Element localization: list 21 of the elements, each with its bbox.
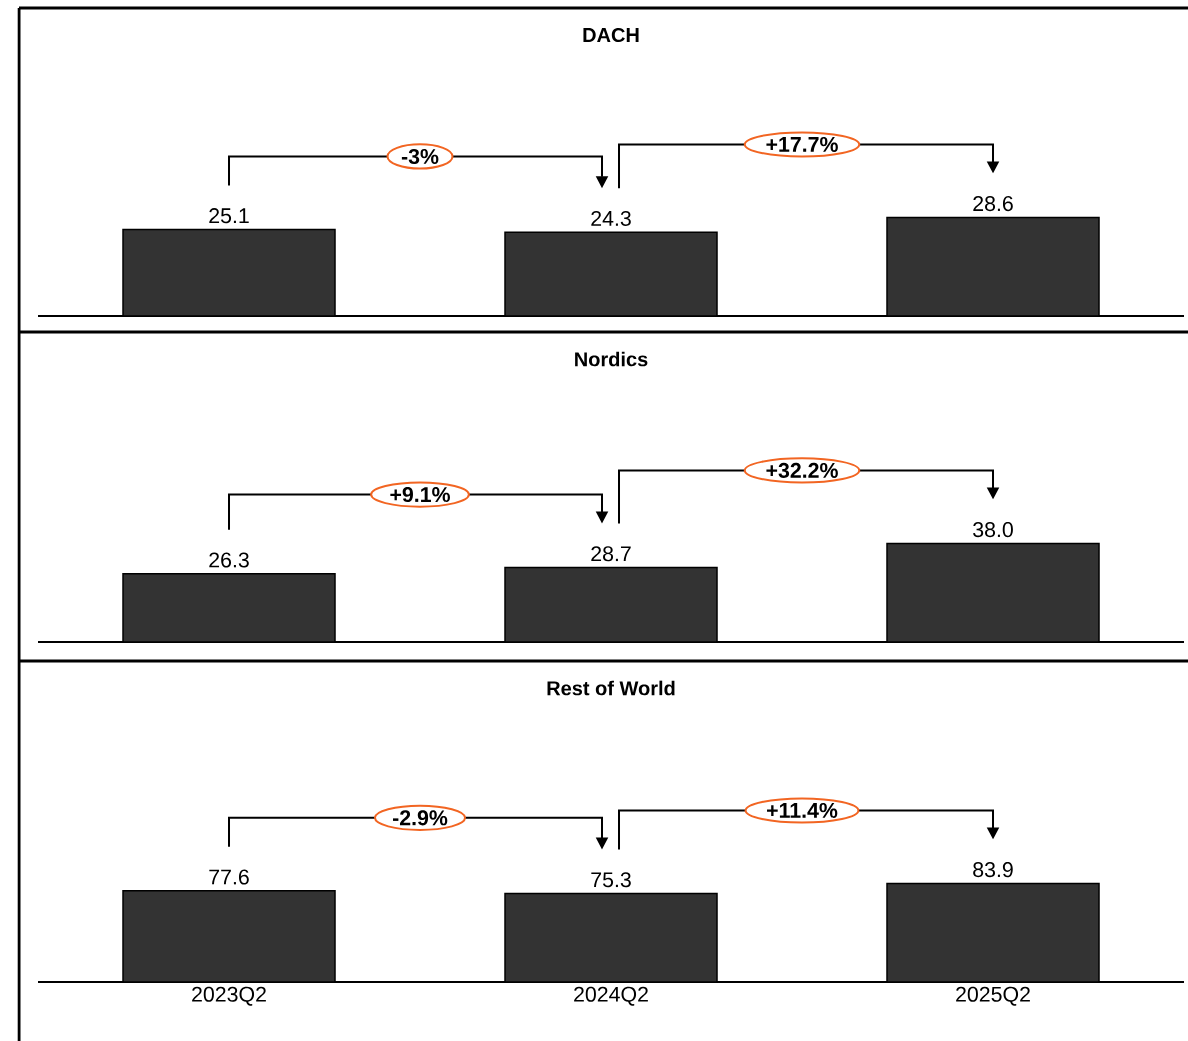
data-label: 28.6 xyxy=(973,196,1013,212)
text: +17.7% xyxy=(766,136,838,152)
x-tick-label: 2023Q2 xyxy=(192,986,266,1006)
text: +32.2% xyxy=(766,462,838,478)
text: +9.1% xyxy=(390,487,450,503)
data-label: 77.6 xyxy=(209,869,249,885)
chart-title: DACH xyxy=(583,27,639,43)
data-label: 26.3 xyxy=(209,552,249,568)
x-tick-label: 2024Q2 xyxy=(574,986,648,1006)
data-label: 28.7 xyxy=(591,546,631,562)
x-tick-label: 2025Q2 xyxy=(956,986,1030,1006)
chart-title: Nordics xyxy=(575,351,648,367)
data-label: 83.9 xyxy=(973,862,1013,878)
text: -2.9% xyxy=(392,810,448,826)
data-label: 24.3 xyxy=(591,210,631,226)
data-label: 38.0 xyxy=(973,522,1013,538)
chart-title: Rest of World xyxy=(547,680,675,696)
data-label: 25.1 xyxy=(209,208,249,224)
text: +11.4% xyxy=(767,802,838,818)
text: -3% xyxy=(401,148,439,165)
data-label: 75.3 xyxy=(591,872,631,888)
